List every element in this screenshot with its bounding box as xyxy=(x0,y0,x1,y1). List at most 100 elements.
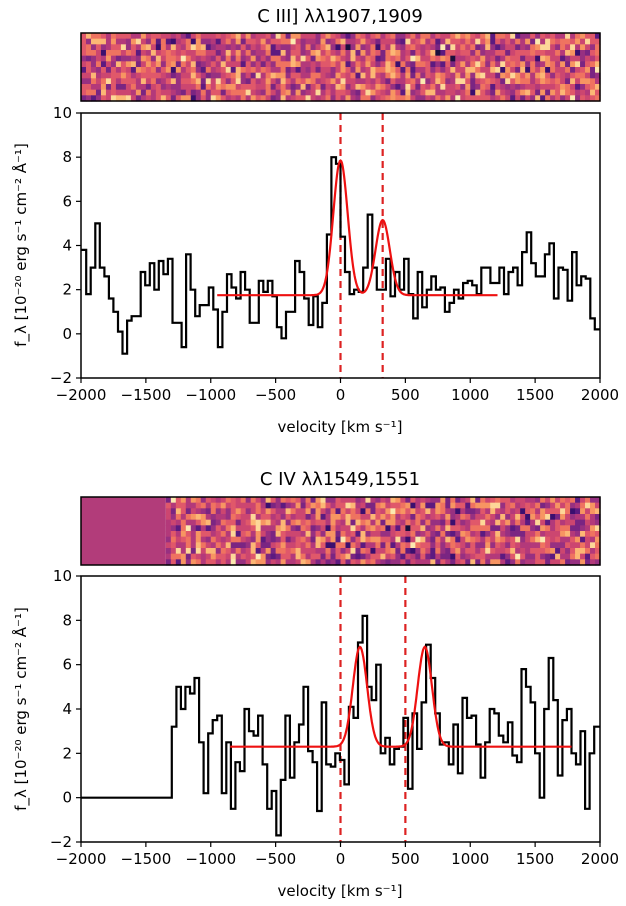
civ-ytick-label: 6 xyxy=(62,656,72,674)
ciii-2d-spectrum-pixel xyxy=(595,44,601,51)
civ-2d-spectrum-pixel xyxy=(330,519,337,526)
civ-2d-spectrum-pixel xyxy=(410,514,416,521)
civ-2d-spectrum-pixel xyxy=(395,508,401,515)
ciii-2d-spectrum-pixel xyxy=(545,33,551,40)
civ-2d-spectrum-pixel xyxy=(460,542,466,549)
civ-2d-spectrum-pixel xyxy=(490,542,496,549)
civ-2d-spectrum-pixel xyxy=(370,548,377,555)
ciii-2d-spectrum-pixel xyxy=(360,84,367,91)
ciii-2d-spectrum-pixel xyxy=(365,78,372,85)
civ-2d-spectrum-pixel xyxy=(500,497,506,504)
ciii-2d-spectrum-pixel xyxy=(535,55,541,62)
civ-2d-spectrum-mask xyxy=(81,497,166,565)
ciii-2d-spectrum-pixel xyxy=(515,89,521,96)
ciii-2d-spectrum-pixel xyxy=(325,33,332,40)
civ-2d-spectrum-pixel xyxy=(175,525,182,532)
civ-2d-spectrum-pixel xyxy=(575,559,581,566)
ciii-2d-spectrum-pixel xyxy=(560,78,566,85)
ciii-2d-spectrum-pixel xyxy=(455,78,461,85)
ciii-2d-spectrum-pixel xyxy=(480,50,486,57)
ciii-2d-spectrum-pixel xyxy=(210,50,217,57)
civ-2d-spectrum-pixel xyxy=(270,531,277,538)
civ-2d-spectrum-pixel xyxy=(215,548,222,555)
civ-2d-spectrum-pixel xyxy=(190,519,197,526)
civ-2d-spectrum-pixel xyxy=(290,508,297,515)
ciii-2d-spectrum-pixel xyxy=(105,67,112,74)
civ-2d-spectrum-pixel xyxy=(445,553,451,560)
civ-2d-spectrum-pixel xyxy=(470,502,476,509)
ciii-2d-spectrum-pixel xyxy=(130,89,137,96)
ciii-2d-spectrum-pixel xyxy=(155,67,162,74)
civ-2d-spectrum-pixel xyxy=(215,559,222,566)
ciii-2d-spectrum-pixel xyxy=(220,61,227,68)
civ-2d-spectrum-pixel xyxy=(225,497,232,504)
ciii-2d-spectrum-pixel xyxy=(175,84,182,91)
ciii-2d-spectrum-pixel xyxy=(390,55,396,62)
civ-2d-spectrum-pixel xyxy=(575,531,581,538)
ciii-2d-spectrum-pixel xyxy=(490,67,496,74)
civ-2d-spectrum-pixel xyxy=(205,525,212,532)
ciii-2d-spectrum-pixel xyxy=(405,55,411,62)
ciii-2d-spectrum-pixel xyxy=(295,38,302,45)
ciii-2d-spectrum-pixel xyxy=(110,84,117,91)
civ-2d-spectrum-pixel xyxy=(500,536,506,543)
ciii-2d-spectrum-pixel xyxy=(435,89,441,96)
ciii-2d-spectrum-pixel xyxy=(495,95,501,102)
civ-2d-spectrum-pixel xyxy=(220,514,227,521)
ciii-2d-spectrum-pixel xyxy=(345,38,352,45)
ciii-2d-spectrum-pixel xyxy=(265,72,272,79)
civ-2d-spectrum-pixel xyxy=(595,559,601,566)
civ-2d-spectrum-pixel xyxy=(365,508,372,515)
ciii-2d-spectrum-pixel xyxy=(535,38,541,45)
civ-2d-spectrum-pixel xyxy=(535,531,541,538)
civ-2d-spectrum-pixel xyxy=(460,553,466,560)
ciii-2d-spectrum-pixel xyxy=(590,55,596,62)
civ-2d-spectrum-pixel xyxy=(210,519,217,526)
ciii-2d-spectrum-pixel xyxy=(195,55,202,62)
civ-2d-spectrum-pixel xyxy=(450,508,456,515)
ciii-2d-spectrum-pixel xyxy=(105,89,112,96)
ciii-2d-spectrum-pixel xyxy=(520,78,526,85)
ciii-2d-spectrum-pixel xyxy=(380,50,387,57)
ciii-2d-spectrum-pixel xyxy=(230,55,237,62)
ciii-2d-spectrum-pixel xyxy=(455,72,461,79)
civ-2d-spectrum-pixel xyxy=(525,519,531,526)
ciii-2d-spectrum-pixel xyxy=(305,33,312,40)
ciii-2d-spectrum-pixel xyxy=(505,84,511,91)
civ-2d-spectrum-pixel xyxy=(185,508,192,515)
ciii-2d-spectrum-pixel xyxy=(205,72,212,79)
ciii-2d-spectrum-pixel xyxy=(325,89,332,96)
ciii-2d-spectrum-pixel xyxy=(465,55,471,62)
civ-2d-spectrum-pixel xyxy=(550,525,556,532)
civ-2d-spectrum-pixel xyxy=(455,519,461,526)
ciii-2d-spectrum-pixel xyxy=(350,33,357,40)
ciii-2d-spectrum-pixel xyxy=(180,50,187,57)
civ-2d-spectrum-pixel xyxy=(425,548,431,555)
ciii-2d-spectrum-pixel xyxy=(200,61,207,68)
ciii-2d-spectrum-pixel xyxy=(575,61,581,68)
ciii-2d-spectrum-pixel xyxy=(260,38,267,45)
ciii-2d-spectrum-pixel xyxy=(520,95,526,102)
ciii-2d-spectrum-pixel xyxy=(475,50,481,57)
civ-2d-spectrum-pixel xyxy=(520,559,526,566)
civ-2d-spectrum-pixel xyxy=(485,508,491,515)
civ-2d-spectrum-pixel xyxy=(350,542,357,549)
ciii-2d-spectrum-pixel xyxy=(475,84,481,91)
civ-2d-spectrum-pixel xyxy=(565,536,571,543)
ciii-2d-spectrum-pixel xyxy=(560,44,566,51)
civ-2d-spectrum-pixel xyxy=(585,514,591,521)
ciii-2d-spectrum-pixel xyxy=(480,33,486,40)
civ-2d-spectrum-pixel xyxy=(535,502,541,509)
civ-2d-spectrum-pixel xyxy=(240,508,247,515)
ciii-2d-spectrum-pixel xyxy=(590,89,596,96)
ciii-2d-spectrum-pixel xyxy=(510,61,516,68)
ciii-2d-spectrum-pixel xyxy=(365,67,372,74)
civ-2d-spectrum-pixel xyxy=(530,548,536,555)
civ-2d-spectrum-pixel xyxy=(280,531,287,538)
civ-2d-spectrum-pixel xyxy=(595,536,601,543)
ciii-2d-spectrum-pixel xyxy=(135,72,142,79)
ciii-2d-spectrum-pixel xyxy=(295,78,302,85)
civ-2d-spectrum-pixel xyxy=(585,502,591,509)
civ-2d-spectrum-pixel xyxy=(195,508,202,515)
ciii-2d-spectrum-pixel xyxy=(560,38,566,45)
